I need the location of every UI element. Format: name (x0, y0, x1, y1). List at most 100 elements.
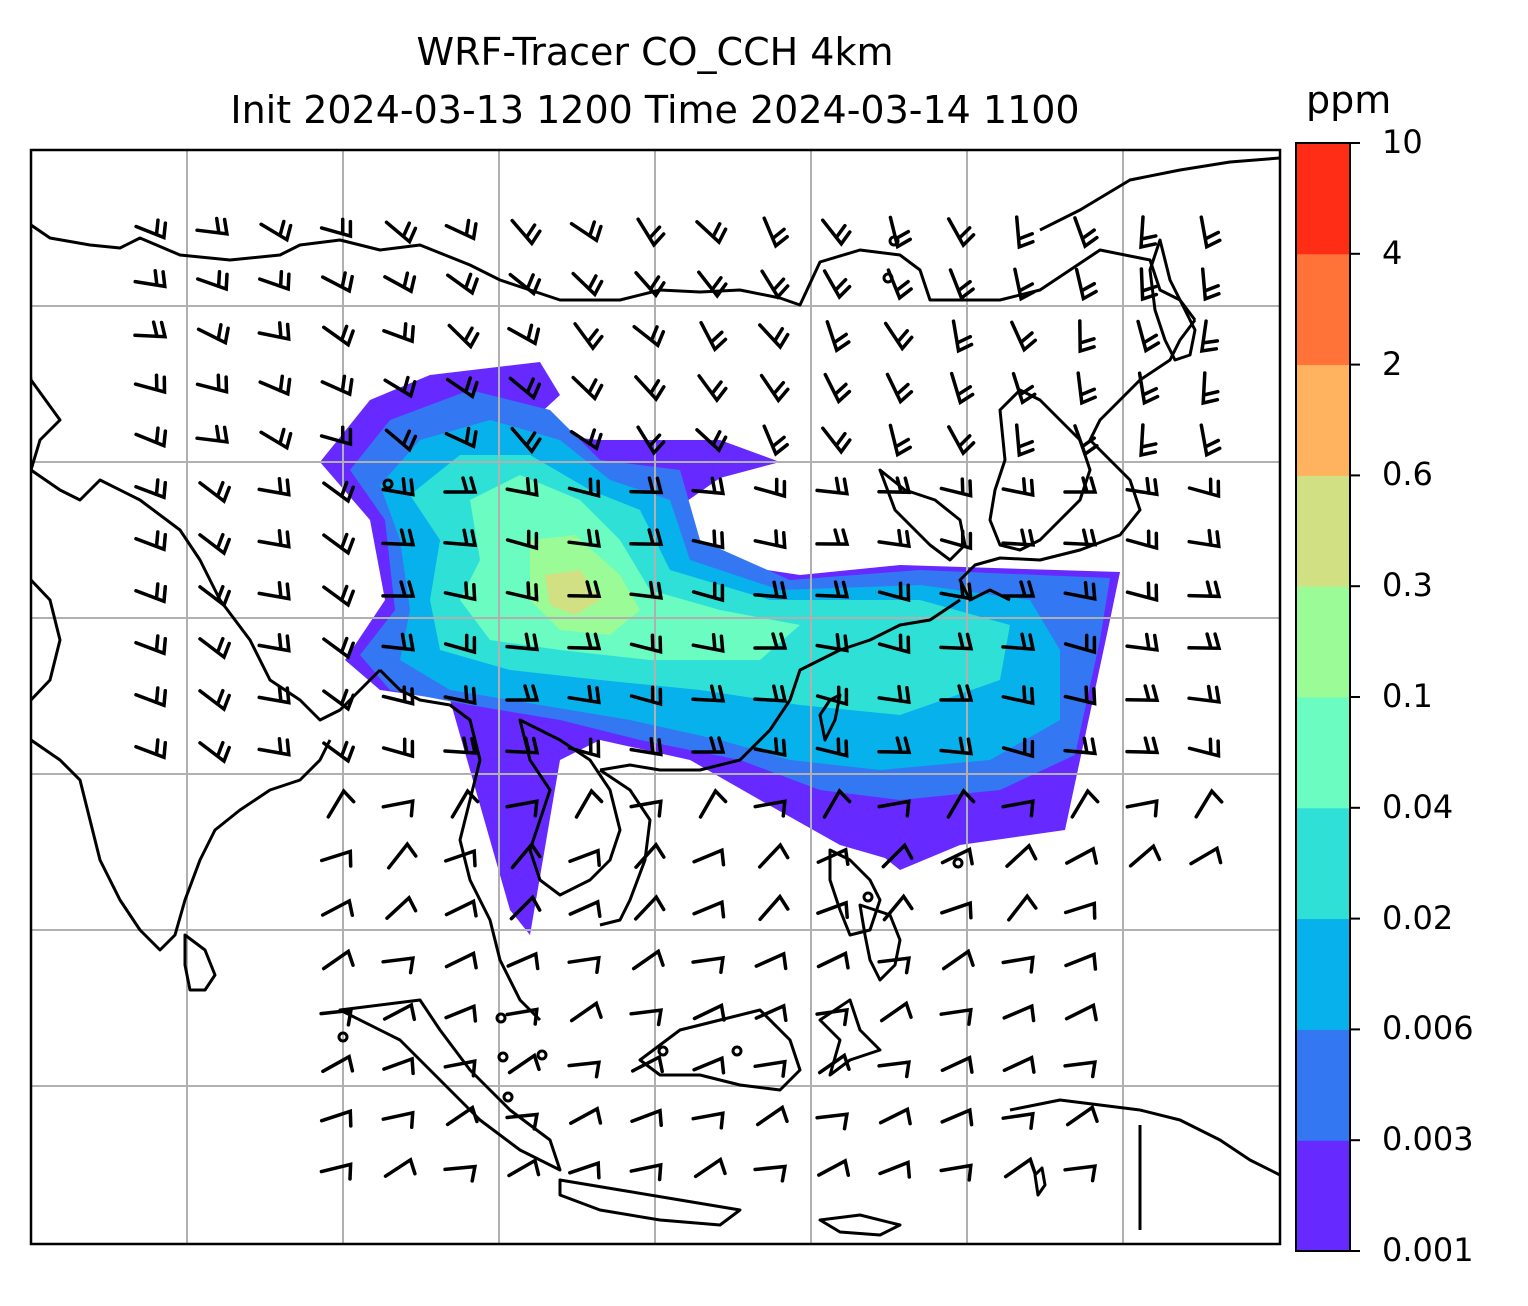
wind-barb (815, 580, 850, 599)
wind-barb (319, 425, 353, 447)
wind-barb (888, 423, 912, 458)
wind-barb (322, 688, 355, 712)
wind-barb (823, 372, 852, 405)
wind-barb (444, 848, 477, 868)
wind-barb (940, 900, 973, 920)
wind-barbs (133, 215, 1224, 1183)
wind-barb (815, 1007, 849, 1027)
wind-barb (886, 268, 913, 301)
colorbar-band (1296, 918, 1350, 1030)
wind-barb (381, 528, 416, 547)
colorbar-tick-label: 0.02 (1382, 898, 1454, 937)
wind-barb (631, 948, 665, 971)
wind-barb (445, 376, 479, 400)
wind-barb (877, 476, 912, 495)
wind-barb (505, 581, 539, 602)
wind-barb (822, 269, 852, 300)
colorbar-band (1296, 807, 1350, 920)
wind-barb (691, 476, 726, 496)
wind-barb (571, 271, 604, 298)
wind-barb (1076, 371, 1097, 406)
wind-barb (1070, 788, 1100, 819)
wind-barb (1199, 423, 1222, 458)
wind-barb (443, 685, 477, 706)
wind-barb (385, 894, 418, 920)
wind-barb (381, 632, 416, 652)
wind-barb (754, 951, 788, 971)
wind-barb (381, 799, 415, 818)
colorbar-tick-label: 0.006 (1382, 1009, 1474, 1048)
wind-barb (753, 737, 787, 758)
wind-barb (134, 738, 168, 760)
wind-barb (633, 894, 666, 921)
wind-barb (195, 424, 229, 444)
wind-barb (319, 1008, 354, 1027)
wind-barb (762, 216, 789, 249)
wind-barb (878, 1106, 912, 1126)
wind-barb (1139, 267, 1159, 302)
wind-barb (381, 685, 415, 706)
wind-barb (940, 1055, 974, 1074)
wind-barb (815, 476, 850, 496)
wind-barb (196, 270, 229, 292)
colorbar-tick-label: 0.6 (1382, 455, 1433, 494)
wind-barb (1001, 799, 1035, 818)
wind-barb (505, 736, 540, 755)
wind-barb (634, 271, 666, 299)
wind-barb (1001, 580, 1036, 598)
wind-barb (134, 426, 168, 449)
wind-barb (445, 1104, 479, 1127)
wind-barb (257, 528, 291, 549)
wind-barb (321, 948, 355, 971)
wind-barb (939, 684, 974, 702)
wind-barb (322, 636, 355, 660)
wind-barb (198, 740, 231, 764)
wind-barb (574, 788, 604, 819)
wind-barb (1137, 371, 1160, 406)
wind-barb (1199, 215, 1222, 250)
wind-barb (133, 320, 168, 339)
wind-barb (820, 218, 852, 247)
wind-barb (1125, 529, 1159, 551)
wind-barb (567, 528, 601, 548)
wind-barb (753, 632, 788, 650)
wind-barb (1063, 736, 1098, 756)
wind-barb (381, 476, 415, 497)
wind-barb (505, 477, 539, 497)
wind-barb (815, 1112, 850, 1131)
wind-barb (632, 324, 666, 349)
wind-barb (888, 215, 912, 250)
colorbar-band (1296, 253, 1350, 366)
wind-barb (816, 900, 849, 920)
wind-barb (1001, 737, 1035, 759)
colorbar-band (1296, 586, 1350, 698)
wind-barb (507, 1052, 541, 1075)
wind-barb (825, 320, 851, 353)
wind-barb (571, 375, 604, 402)
wind-barb (753, 799, 787, 818)
wind-barb (939, 529, 973, 551)
wind-barb (133, 373, 167, 395)
wind-barb (569, 428, 603, 452)
wind-barb (881, 842, 914, 869)
wind-barb (258, 269, 291, 292)
colorbar-tick-label: 0.3 (1382, 566, 1433, 605)
wind-barb (1063, 901, 1097, 920)
colorbar-band (1296, 1140, 1350, 1252)
wind-barb (821, 426, 852, 455)
wind-barb (569, 1106, 603, 1125)
wind-barb (941, 948, 975, 971)
wind-barb (505, 529, 539, 551)
wind-barb (1010, 320, 1038, 353)
wind-barb (567, 684, 601, 705)
wind-barb (198, 688, 231, 712)
wind-barb (134, 530, 168, 552)
wind-barb (1063, 1164, 1097, 1183)
wind-barb (258, 374, 292, 397)
wind-barb (134, 478, 168, 500)
wind-barb (1001, 632, 1036, 652)
wind-barb (1125, 632, 1159, 652)
wind-barb (753, 1059, 787, 1078)
wind-barb (1125, 799, 1159, 818)
